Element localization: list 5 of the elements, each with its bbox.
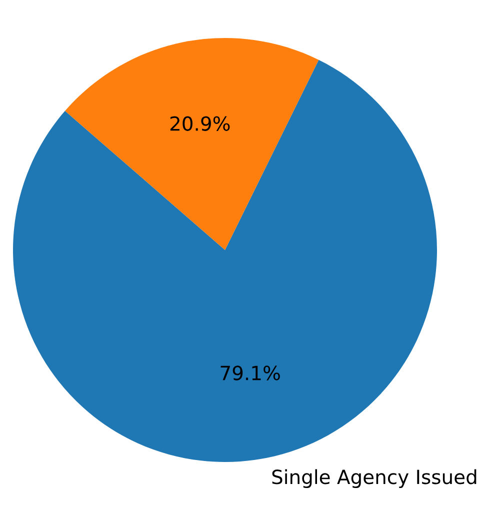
slice-label: Single Agency Issued <box>272 469 476 488</box>
data-label: 79.1% <box>220 366 280 380</box>
pie-slice <box>65 38 319 250</box>
data-label: 20.9% <box>170 116 230 131</box>
pie-slice <box>13 60 437 462</box>
